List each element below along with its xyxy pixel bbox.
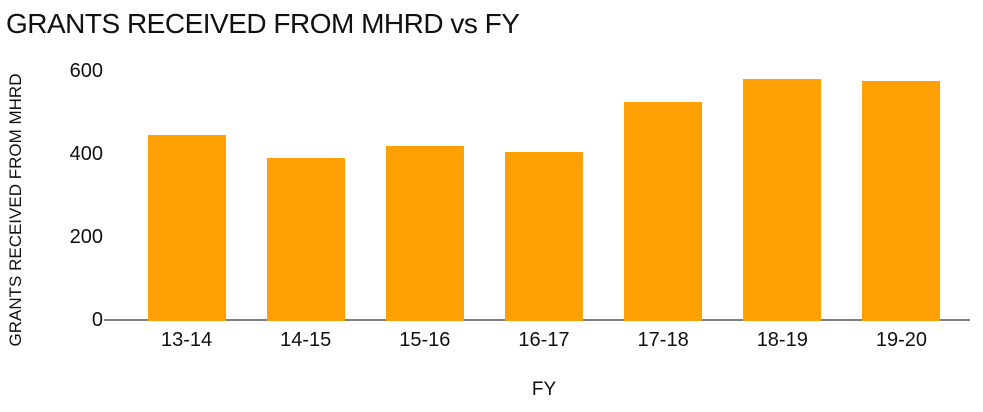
- bar-slot-13-14: [127, 0, 246, 321]
- x-tick-label-14-15: 14-15: [280, 329, 332, 351]
- bar-17-18: [624, 102, 703, 321]
- bar-16-17: [504, 152, 583, 321]
- x-tick-label-19-20: 19-20: [875, 329, 927, 351]
- x-tick-label-15-16: 15-16: [399, 329, 451, 351]
- y-tick-label-400: 400: [69, 143, 103, 165]
- bar-slot-17-18: [604, 0, 723, 321]
- bar-18-19: [743, 79, 822, 321]
- x-tick-label-17-18: 17-18: [637, 329, 689, 351]
- bar-slot-15-16: [365, 0, 484, 321]
- bar-13-14: [147, 135, 226, 321]
- x-axis-title: FY: [531, 379, 557, 400]
- bar-slot-19-20: [842, 0, 961, 321]
- bar-15-16: [385, 146, 464, 321]
- y-tick-label-0: 0: [91, 309, 103, 331]
- x-tick-label-13-14: 13-14: [160, 329, 213, 351]
- bar-19-20: [862, 81, 941, 321]
- plot-area: [127, 0, 961, 321]
- y-tick-label-600: 600: [69, 60, 103, 82]
- y-axis: 0 200 400 600: [0, 0, 103, 412]
- bar-slot-14-15: [246, 0, 365, 321]
- bar-slot-18-19: [723, 0, 842, 321]
- x-tick-label-18-19: 18-19: [756, 329, 808, 351]
- bar-14-15: [266, 158, 345, 321]
- x-tick-label-16-17: 16-17: [518, 329, 570, 351]
- chart-title: GRANTS RECEIVED FROM MHRD vs FY: [6, 8, 520, 39]
- y-tick-label-200: 200: [69, 226, 103, 248]
- bar-slot-16-17: [484, 0, 603, 321]
- x-axis: 13-14 14-15 15-16 16-17 17-18 18-19 19-20: [127, 328, 961, 352]
